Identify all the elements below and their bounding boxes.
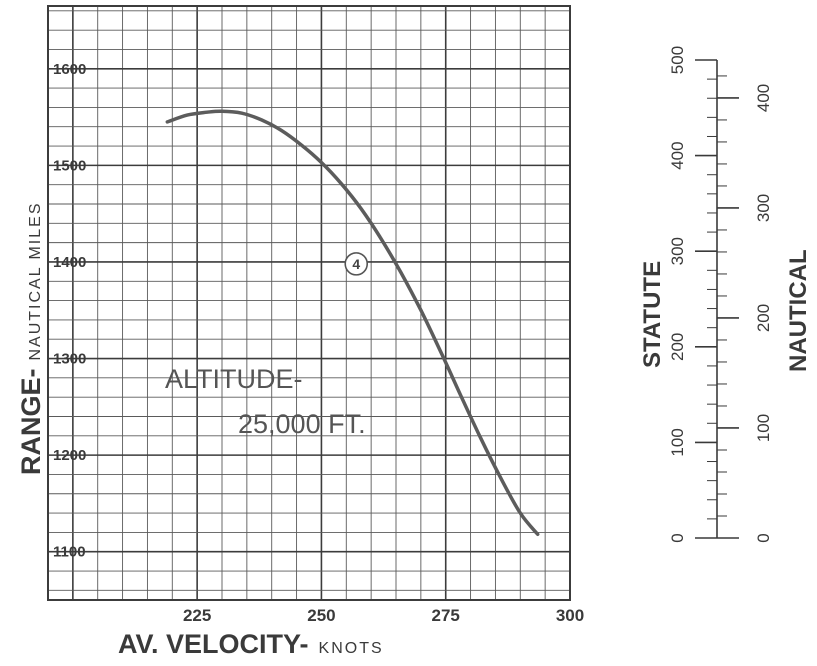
series-marker-4: 4 <box>344 252 369 276</box>
x-tick-label: 300 <box>556 606 584 625</box>
y-tick-label: 1400 <box>53 254 86 271</box>
nautical-scale-tick-label: 400 <box>754 84 773 112</box>
y-tick-label: 1300 <box>53 351 86 368</box>
statute-scale-tick-label: 400 <box>668 141 687 169</box>
statute-scale-tick-label: 200 <box>668 333 687 361</box>
statute-scale-tick-label: 500 <box>668 46 687 74</box>
x-axis-label-main: AV. VELOCITY- <box>118 629 309 659</box>
nautical-scale-tick-label: 300 <box>754 194 773 222</box>
x-tick-label: 250 <box>307 606 335 625</box>
nautical-scale-tick-label: 0 <box>754 533 773 542</box>
x-axis-label: AV. VELOCITY- KNOTS <box>118 629 384 659</box>
plot-grid <box>48 6 570 600</box>
nautical-scale-tick-label: 100 <box>754 414 773 442</box>
marker-circle <box>344 252 369 276</box>
y-axis-label: RANGE- NAUTICAL MILES <box>16 202 46 476</box>
y-tick-label: 1200 <box>53 447 86 464</box>
x-tick-labels: 225 250 275 300 <box>183 606 584 625</box>
statute-scale-title: STATUTE <box>639 261 666 368</box>
conversion-scale: 0 100 200 300 400 500 0 100 200 300 400 STATUTE N… <box>639 46 812 543</box>
y-axis-label-main: RANGE- <box>16 369 46 476</box>
statute-scale-tick-label: 300 <box>668 237 687 265</box>
statute-scale-ticks: 0 100 200 300 400 500 <box>668 46 717 543</box>
nautical-scale-ticks: 0 100 200 300 400 <box>717 75 773 543</box>
y-tick-labels: 1100 1200 1300 1400 1500 1600 <box>53 61 86 561</box>
y-tick-label: 1500 <box>53 157 86 174</box>
plot-frame <box>47 5 571 601</box>
statute-scale-tick-label: 100 <box>668 428 687 456</box>
nautical-scale-title: NAUTICAL <box>785 249 812 372</box>
x-tick-label: 275 <box>432 606 460 625</box>
nautical-scale-tick-label: 200 <box>754 304 773 332</box>
x-tick-label: 225 <box>183 606 211 625</box>
annotation-altitude: ALTITUDE- <box>165 364 303 394</box>
series-line-altitude-25000 <box>165 109 540 537</box>
annotation-altitude-value: 25,000 FT. <box>238 409 366 439</box>
y-tick-label: 1600 <box>53 61 86 78</box>
x-axis-label-unit: KNOTS <box>319 640 384 657</box>
statute-scale-tick-label: 0 <box>668 533 687 542</box>
y-axis-label-unit: NAUTICAL MILES <box>27 202 44 361</box>
marker-label: 4 <box>352 256 360 272</box>
y-tick-label: 1100 <box>53 544 86 561</box>
